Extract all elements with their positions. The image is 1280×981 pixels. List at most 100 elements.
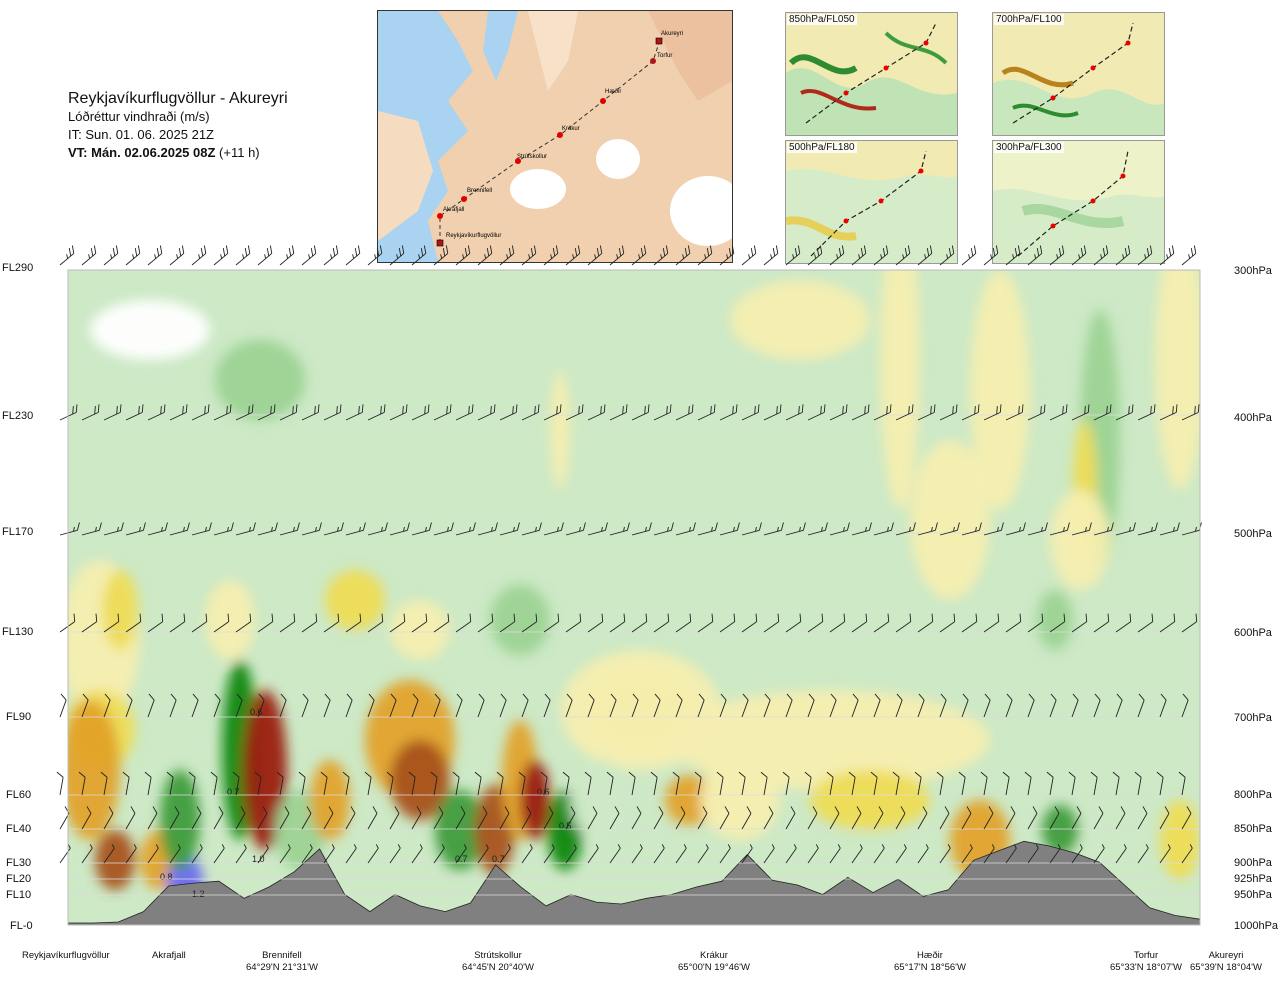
wind-barb <box>1005 613 1022 633</box>
hpa-label: 925hPa <box>1234 873 1272 885</box>
wind-barb <box>213 404 232 421</box>
wind-barb <box>103 245 119 266</box>
location-label: Strútskollur 64°45'N 20°40'W <box>462 950 534 974</box>
location-name: Reykjavíkurflugvöllur <box>22 950 110 961</box>
wind-barb <box>1159 522 1180 536</box>
wind-barb <box>760 771 768 796</box>
wind-barb <box>719 844 731 864</box>
wind-barb <box>1115 613 1132 633</box>
wind-barb <box>125 522 146 536</box>
wind-barb <box>675 806 686 830</box>
map-label-akrafjall: Akrafjall <box>443 207 464 213</box>
wind-barb <box>235 693 243 718</box>
wind-barb <box>477 404 496 421</box>
wind-barb <box>1137 844 1149 864</box>
wind-barb <box>719 245 735 266</box>
chart-title: Reykjavíkurflugvöllur - Akureyri <box>68 90 288 107</box>
wind-barb <box>785 693 793 718</box>
thumb-label: 700hPa/FL100 <box>994 14 1064 25</box>
fl-label: FL230 <box>2 410 34 422</box>
thumbnail-300hpa[interactable]: 300hPa/FL300 <box>992 140 1165 264</box>
fl-label: FL90 <box>6 711 32 723</box>
wind-barb <box>939 844 951 864</box>
thumb-850-svg <box>786 13 957 135</box>
wind-barb <box>1005 245 1021 266</box>
wind-barb <box>1159 613 1176 633</box>
map-label-akureyri: Akureyri <box>661 31 683 37</box>
wind-barb <box>191 522 212 536</box>
wind-barb <box>1049 613 1066 633</box>
field-blob <box>730 280 870 360</box>
wind-barb <box>873 404 892 421</box>
wind-barb <box>826 771 834 796</box>
wind-barb <box>56 771 64 796</box>
wind-barb <box>1027 404 1046 421</box>
wind-barb <box>587 522 608 536</box>
wind-barb <box>741 844 753 864</box>
hpa-label: 300hPa <box>1234 265 1272 277</box>
map-label-torfur: Torfur <box>657 53 672 59</box>
wind-barb <box>433 806 444 830</box>
wind-barb <box>323 844 335 864</box>
wind-barb <box>276 771 284 796</box>
wind-barb <box>147 404 166 421</box>
wind-barb <box>587 613 604 633</box>
wind-barb <box>782 771 790 796</box>
thumbnail-850hpa[interactable]: 850hPa/FL050 <box>785 12 958 136</box>
wind-barb <box>565 245 581 266</box>
wind-barb <box>452 771 460 796</box>
wind-barb <box>477 806 488 830</box>
wind-barb <box>741 404 760 421</box>
wind-barb <box>1093 522 1114 536</box>
wind-barb <box>191 806 202 830</box>
wind-barb <box>125 245 141 266</box>
wind-barb <box>675 245 691 266</box>
wind-barb <box>169 404 188 421</box>
wind-barb <box>389 693 397 718</box>
wind-barb <box>81 245 97 266</box>
thumb-700-svg <box>993 13 1164 135</box>
wind-barb <box>631 613 648 633</box>
wind-barb <box>496 771 504 796</box>
wind-barb <box>697 613 714 633</box>
wind-barb <box>345 522 366 536</box>
wind-barb <box>587 806 598 830</box>
wind-barb <box>455 806 466 830</box>
wind-barb <box>675 404 694 421</box>
value-annotation: 1.0 <box>252 854 265 864</box>
wind-barb <box>1159 806 1170 830</box>
hpa-label: 800hPa <box>1234 789 1272 801</box>
field-blob <box>102 570 138 650</box>
wind-barb <box>455 844 467 864</box>
wind-barb <box>873 245 889 266</box>
value-annotation: 0.7 <box>227 787 240 797</box>
wind-barb <box>1115 693 1123 718</box>
wind-barb <box>851 245 867 266</box>
wind-barb <box>235 844 247 864</box>
wind-barb <box>122 771 130 796</box>
wind-barb <box>367 522 388 536</box>
wind-barb <box>738 771 746 796</box>
wind-barb <box>543 844 555 864</box>
wind-barb <box>983 806 994 830</box>
wind-barb <box>961 245 977 266</box>
wind-barb <box>917 522 938 536</box>
wind-barb <box>1181 613 1198 633</box>
thumbnail-500hpa[interactable]: 500hPa/FL180 <box>785 140 958 264</box>
wind-barb <box>1093 613 1110 633</box>
chart-subtitle: Lóðréttur vindhraði (m/s) <box>68 109 210 124</box>
field-blob <box>880 270 920 510</box>
location-coord: 65°33'N 18°07'W <box>1110 962 1182 973</box>
wind-barb <box>587 844 599 864</box>
wind-barb <box>298 771 306 796</box>
wind-barb <box>191 844 203 864</box>
wind-barb <box>609 613 626 633</box>
wind-barb <box>301 404 320 421</box>
wind-barb <box>323 404 342 421</box>
wind-barb <box>917 693 925 718</box>
wind-barb <box>125 693 133 718</box>
wind-barb <box>499 693 507 718</box>
wind-barb <box>609 693 617 718</box>
thumbnail-700hpa[interactable]: 700hPa/FL100 <box>992 12 1165 136</box>
wind-barb <box>411 693 419 718</box>
